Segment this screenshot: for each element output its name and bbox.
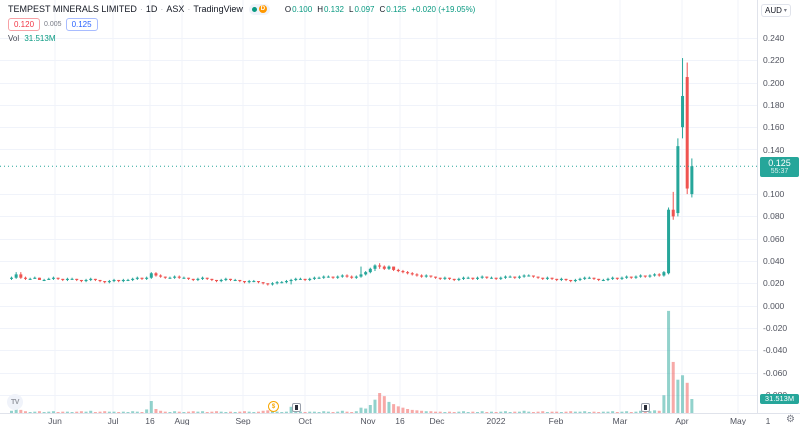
- price-tick-label: 0.060: [763, 233, 785, 244]
- price-tick-label: 0.180: [763, 99, 785, 110]
- chart-canvas[interactable]: [0, 0, 757, 413]
- spread-value: 0.005: [44, 21, 62, 28]
- delayed-data-icon: D: [258, 5, 267, 13]
- close-value: 0.125: [386, 4, 407, 14]
- price-tick-label: 0.240: [763, 33, 785, 43]
- time-tick-label: Jul: [107, 416, 119, 425]
- price-tick-label: 0.020: [763, 278, 785, 289]
- separator: ·: [160, 4, 164, 14]
- time-tick-label: Nov: [360, 416, 376, 425]
- low-value: 0.097: [354, 4, 375, 14]
- price-tick-label: -0.060: [763, 367, 788, 378]
- price-axis[interactable]: AUD ▾ 0.240 0.220 0.200 0.180 0.160 0.140 0.10…: [757, 0, 800, 413]
- interval-label[interactable]: 1D: [145, 4, 158, 14]
- time-tick-label: Dec: [429, 416, 445, 425]
- open-value: 0.100: [292, 4, 313, 14]
- price-tick-label: 0.140: [763, 144, 785, 155]
- volume-legend: Vol 31.513M: [8, 34, 475, 43]
- high-value: 0.132: [323, 4, 344, 14]
- volume-axis-badge: 31.513M: [760, 394, 799, 404]
- time-tick-label: Mar: [612, 416, 628, 425]
- change-value: +0.020 (+19.05%): [411, 4, 476, 14]
- currency-dropdown-button[interactable]: AUD ▾: [761, 4, 791, 17]
- price-tick-label: 0.040: [763, 256, 785, 266]
- price-tick-label: 0.220: [763, 55, 785, 66]
- price-tick-label: 0.160: [763, 122, 785, 133]
- symbol-title[interactable]: TEMPEST MINERALS LIMITED: [8, 4, 137, 14]
- volume-bars: [10, 310, 694, 413]
- dividend-marker-icon[interactable]: $: [268, 401, 279, 412]
- brand-label[interactable]: TradingView: [193, 4, 243, 14]
- last-price-value: 0.125: [768, 158, 791, 169]
- market-status-pill[interactable]: D: [248, 3, 270, 15]
- time-tick-label: 16: [145, 416, 155, 425]
- last-price-badge: 0.125 55:37: [760, 157, 799, 178]
- time-tick-label: 2022: [486, 416, 506, 425]
- price-tick-label: 0.080: [763, 211, 785, 222]
- high-label: H: [317, 4, 323, 14]
- candles-layer: [10, 58, 694, 286]
- time-tick-label: Sep: [235, 416, 251, 425]
- report-marker-icon[interactable]: [641, 403, 650, 412]
- close-label: C: [379, 4, 386, 14]
- time-tick-label: 16: [395, 416, 405, 425]
- price-pane[interactable]: TEMPEST MINERALS LIMITED · 1D · ASX · Tr…: [0, 0, 757, 413]
- settings-gear-icon[interactable]: ⚙: [786, 414, 795, 425]
- time-tick-label: Jun: [48, 416, 62, 425]
- exchange-label: ASX: [166, 4, 185, 14]
- time-tick-label: Aug: [174, 416, 190, 425]
- tradingview-logo-icon[interactable]: TV: [7, 394, 23, 410]
- chart-legend: TEMPEST MINERALS LIMITED · 1D · ASX · Tr…: [8, 3, 475, 43]
- volume-label: Vol: [8, 34, 20, 43]
- ohlc-row: O 0.100 H 0.132 L 0.097 C 0.125 +0.020 (+19.…: [280, 5, 475, 14]
- separator: ·: [187, 4, 191, 14]
- volume-value: 31.513M: [24, 34, 56, 43]
- time-tick-label: Oct: [298, 416, 312, 425]
- price-tick-label: -0.040: [763, 345, 788, 356]
- sell-bid-button[interactable]: 0.120: [8, 17, 41, 32]
- currency-label: AUD: [765, 6, 782, 15]
- buy-ask-button[interactable]: 0.125: [65, 17, 98, 32]
- open-label: O: [284, 4, 292, 14]
- separator: ·: [139, 4, 143, 14]
- time-tick-label: Feb: [548, 416, 564, 425]
- time-axis[interactable]: Jun Jul 16 Aug Sep Oct Nov 16 Dec 2022 Feb Mar Apr Ma…: [0, 413, 800, 425]
- price-tick-label: -0.020: [763, 322, 788, 333]
- time-tick-label: May: [729, 416, 747, 425]
- price-tick-label: 0.100: [763, 189, 785, 200]
- price-tick-label: 0.000: [763, 300, 785, 311]
- report-marker-icon[interactable]: [292, 403, 301, 412]
- time-tick-label: Apr: [675, 416, 689, 425]
- price-tick-label: 0.200: [763, 77, 785, 88]
- low-label: L: [349, 4, 354, 14]
- chevron-down-icon: ▾: [783, 8, 787, 14]
- market-open-dot-icon: [251, 6, 257, 12]
- bar-countdown: 55:37: [770, 168, 789, 176]
- time-tick-label: 1: [765, 416, 771, 425]
